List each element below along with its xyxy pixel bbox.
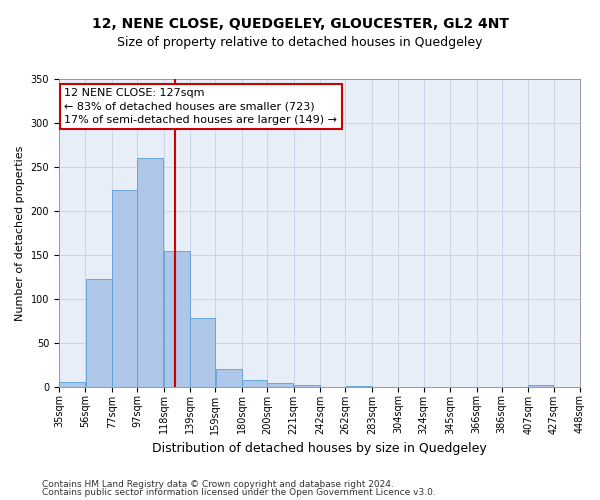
Bar [112,190,137,386]
Bar [242,380,267,386]
Bar [164,252,190,386]
Text: Contains public sector information licensed under the Open Government Licence v3: Contains public sector information licen… [42,488,436,497]
Bar [294,385,320,386]
Text: 12, NENE CLOSE, QUEDGELEY, GLOUCESTER, GL2 4NT: 12, NENE CLOSE, QUEDGELEY, GLOUCESTER, G… [91,18,509,32]
Bar [529,385,553,386]
Text: Contains HM Land Registry data © Crown copyright and database right 2024.: Contains HM Land Registry data © Crown c… [42,480,394,489]
Text: 12 NENE CLOSE: 127sqm
← 83% of detached houses are smaller (723)
17% of semi-det: 12 NENE CLOSE: 127sqm ← 83% of detached … [64,88,337,124]
Bar [86,280,112,386]
Bar [137,158,163,386]
X-axis label: Distribution of detached houses by size in Quedgeley: Distribution of detached houses by size … [152,442,487,455]
Bar [59,382,85,386]
Bar [267,383,293,386]
Bar [190,318,215,386]
Y-axis label: Number of detached properties: Number of detached properties [15,145,25,320]
Text: Size of property relative to detached houses in Quedgeley: Size of property relative to detached ho… [117,36,483,49]
Bar [215,369,242,386]
